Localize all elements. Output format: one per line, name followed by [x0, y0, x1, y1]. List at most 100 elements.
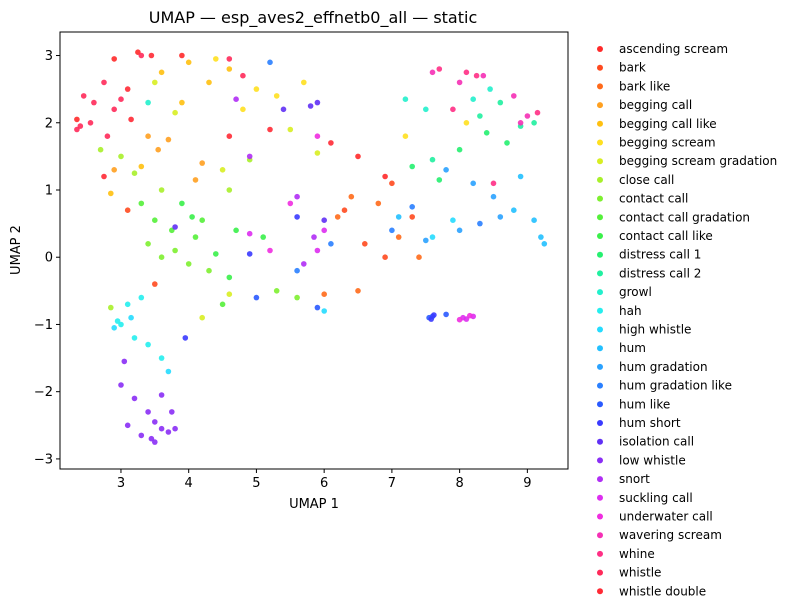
scatter-point: [531, 217, 537, 223]
scatter-point: [158, 187, 165, 193]
y-tick-label: −3: [34, 452, 53, 467]
scatter-point: [355, 153, 361, 160]
scatter-point: [179, 200, 185, 207]
scatter-point: [148, 435, 155, 442]
legend-label: isolation call: [619, 435, 694, 449]
scatter-point: [165, 429, 172, 435]
scatter-point: [246, 230, 253, 237]
scatter-point: [152, 439, 158, 445]
scatter-point: [483, 130, 490, 136]
scatter-point: [301, 261, 307, 267]
scatter-point: [314, 150, 321, 156]
scatter-point: [480, 72, 487, 79]
legend-marker: [597, 401, 603, 408]
scatter-point: [477, 220, 483, 227]
scatter-point: [158, 254, 165, 260]
legend-label: bark: [619, 61, 646, 75]
scatter-point: [118, 321, 124, 328]
scatter-point: [463, 316, 470, 322]
scatter-point: [470, 180, 477, 187]
scatter-point: [226, 56, 233, 62]
scatter-point: [158, 392, 165, 398]
scatter-point: [145, 409, 151, 415]
legend-label: underwater call: [619, 510, 713, 524]
scatter-point: [240, 106, 246, 113]
scatter-point: [443, 311, 449, 318]
scatter-point: [124, 207, 131, 213]
scatter-point: [429, 69, 436, 76]
scatter-point: [219, 301, 226, 308]
scatter-point: [114, 318, 121, 324]
scatter-point: [409, 163, 416, 170]
scatter-point: [179, 52, 185, 59]
scatter-point: [118, 153, 124, 160]
scatter-point: [311, 234, 317, 240]
scatter-point: [321, 217, 328, 223]
scatter-point: [111, 56, 117, 62]
scatter-point: [524, 113, 531, 119]
legend-label: low whistle: [619, 453, 686, 467]
scatter-point: [314, 247, 321, 254]
scatter-point: [91, 99, 97, 106]
scatter-point: [101, 173, 107, 180]
scatter-point: [148, 52, 155, 59]
legend-marker: [597, 46, 603, 52]
scatter-point: [97, 146, 104, 153]
scatter-point: [260, 234, 267, 240]
legend-label: hah: [619, 304, 642, 318]
scatter-point: [226, 133, 233, 139]
scatter-point: [490, 193, 497, 200]
scatter-point: [152, 419, 158, 425]
scatter-point: [226, 187, 233, 193]
scatter-point: [138, 163, 145, 170]
scatter-point: [118, 382, 124, 388]
scatter-point: [80, 93, 87, 99]
scatter-point: [172, 425, 178, 432]
legend-marker: [597, 102, 603, 109]
scatter-point: [348, 193, 355, 200]
scatter-point: [111, 106, 117, 113]
legend-label: distress call 2: [619, 266, 701, 280]
legend-marker: [597, 494, 603, 501]
y-tick-label: 0: [45, 251, 53, 266]
scatter-point: [456, 316, 463, 323]
scatter-point: [158, 355, 165, 361]
scatter-point: [314, 133, 321, 139]
scatter-point: [341, 207, 348, 213]
legend-label: begging scream: [619, 136, 716, 150]
scatter-point: [504, 140, 510, 146]
scatter-point: [470, 96, 477, 102]
x-tick-label: 4: [185, 476, 193, 491]
scatter-point: [463, 120, 470, 126]
scatter-point: [145, 341, 151, 348]
legend-marker: [597, 195, 603, 202]
legend-label: begging call like: [619, 117, 717, 131]
scatter-point: [179, 99, 185, 106]
legend-label: hum short: [619, 416, 681, 430]
scatter-point: [328, 140, 334, 146]
scatter-point: [473, 72, 480, 79]
scatter-point: [189, 214, 195, 220]
scatter-point: [246, 153, 253, 160]
scatter-point: [152, 281, 158, 287]
scatter-point: [531, 120, 537, 126]
scatter-point: [517, 173, 524, 180]
scatter-point: [74, 126, 80, 133]
y-axis-ticks: −3 −2 −1 0 1 2 3: [34, 49, 60, 467]
scatter-point: [121, 358, 128, 365]
legend-label: hum like: [619, 397, 670, 411]
scatter-point: [355, 288, 361, 294]
scatter-point: [233, 96, 239, 102]
scatter-point: [273, 288, 280, 294]
scatter-point: [226, 291, 233, 298]
scatter-point: [273, 93, 280, 99]
scatter-point: [145, 241, 151, 247]
scatter-point: [517, 120, 524, 126]
scatter-point: [124, 422, 131, 429]
legend-marker: [597, 214, 603, 221]
legend-marker: [597, 476, 603, 483]
legend-label: snort: [619, 472, 650, 486]
scatter-point: [436, 177, 443, 183]
scatter-point: [436, 66, 443, 72]
scatter-point: [389, 180, 395, 187]
